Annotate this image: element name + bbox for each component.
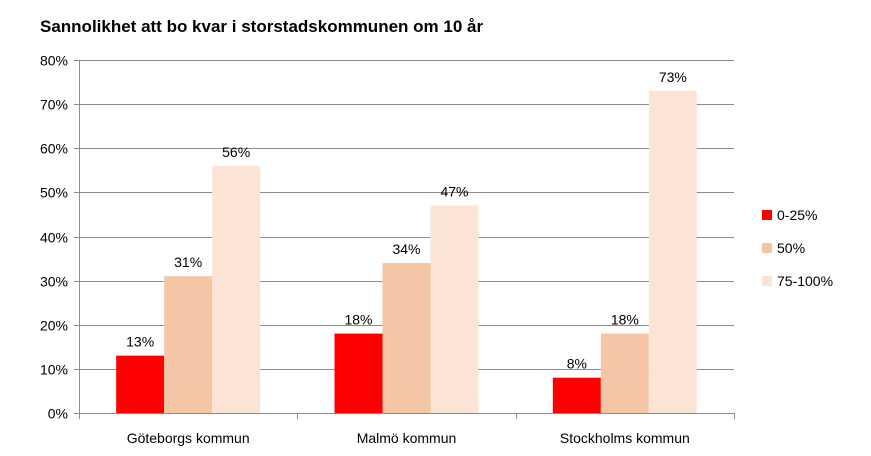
y-tick-label: 70% bbox=[40, 97, 68, 113]
bar-0-25% bbox=[116, 355, 165, 413]
data-label: 8% bbox=[567, 356, 587, 372]
bar-75-100% bbox=[212, 165, 261, 413]
bar-75-100% bbox=[648, 90, 697, 413]
y-tick-label: 20% bbox=[40, 318, 68, 334]
legend: 0-25% 50% 75-100% bbox=[762, 207, 833, 289]
y-tick-label: 80% bbox=[40, 53, 68, 69]
bar-0-25% bbox=[552, 377, 601, 413]
legend-label: 0-25% bbox=[777, 207, 817, 223]
x-tick-label: Malmö kommun bbox=[357, 430, 457, 446]
y-axis: 0% 10% 20% 30% 40% 50% 60% 70% 80% bbox=[40, 53, 80, 422]
y-tick-label: 0% bbox=[48, 406, 68, 422]
legend-swatch bbox=[762, 210, 772, 220]
x-axis: Göteborgs kommun Malmö kommun Stockholms k… bbox=[79, 413, 735, 446]
bar-50% bbox=[164, 276, 213, 413]
data-label: 18% bbox=[611, 312, 639, 328]
x-tick-label: Göteborgs kommun bbox=[127, 430, 250, 446]
bar-75-100% bbox=[430, 205, 479, 413]
bar-50% bbox=[600, 333, 649, 413]
bar-50% bbox=[382, 262, 431, 413]
legend-label: 50% bbox=[777, 240, 805, 256]
legend-label: 75-100% bbox=[777, 273, 833, 289]
chart-title: Sannolikhet att bo kvar i storstadskommu… bbox=[40, 17, 484, 36]
y-tick-label: 60% bbox=[40, 141, 68, 157]
y-tick-label: 50% bbox=[40, 185, 68, 201]
data-label: 47% bbox=[440, 184, 468, 200]
bar-0-25% bbox=[334, 333, 383, 413]
y-tick-label: 10% bbox=[40, 362, 68, 378]
data-label: 13% bbox=[126, 334, 154, 350]
x-tick-label: Stockholms kommun bbox=[560, 430, 690, 446]
data-label: 31% bbox=[174, 254, 202, 270]
y-tick-label: 30% bbox=[40, 274, 68, 290]
data-label: 56% bbox=[222, 144, 250, 160]
data-label: 34% bbox=[392, 241, 420, 257]
data-label: 73% bbox=[659, 69, 687, 85]
bars: 13% 31% 56% 18% 34% 47% 8% 18% 73% bbox=[116, 69, 697, 413]
y-tick-label: 40% bbox=[40, 230, 68, 246]
legend-swatch bbox=[762, 243, 772, 253]
data-label: 18% bbox=[344, 312, 372, 328]
legend-swatch bbox=[762, 276, 772, 286]
